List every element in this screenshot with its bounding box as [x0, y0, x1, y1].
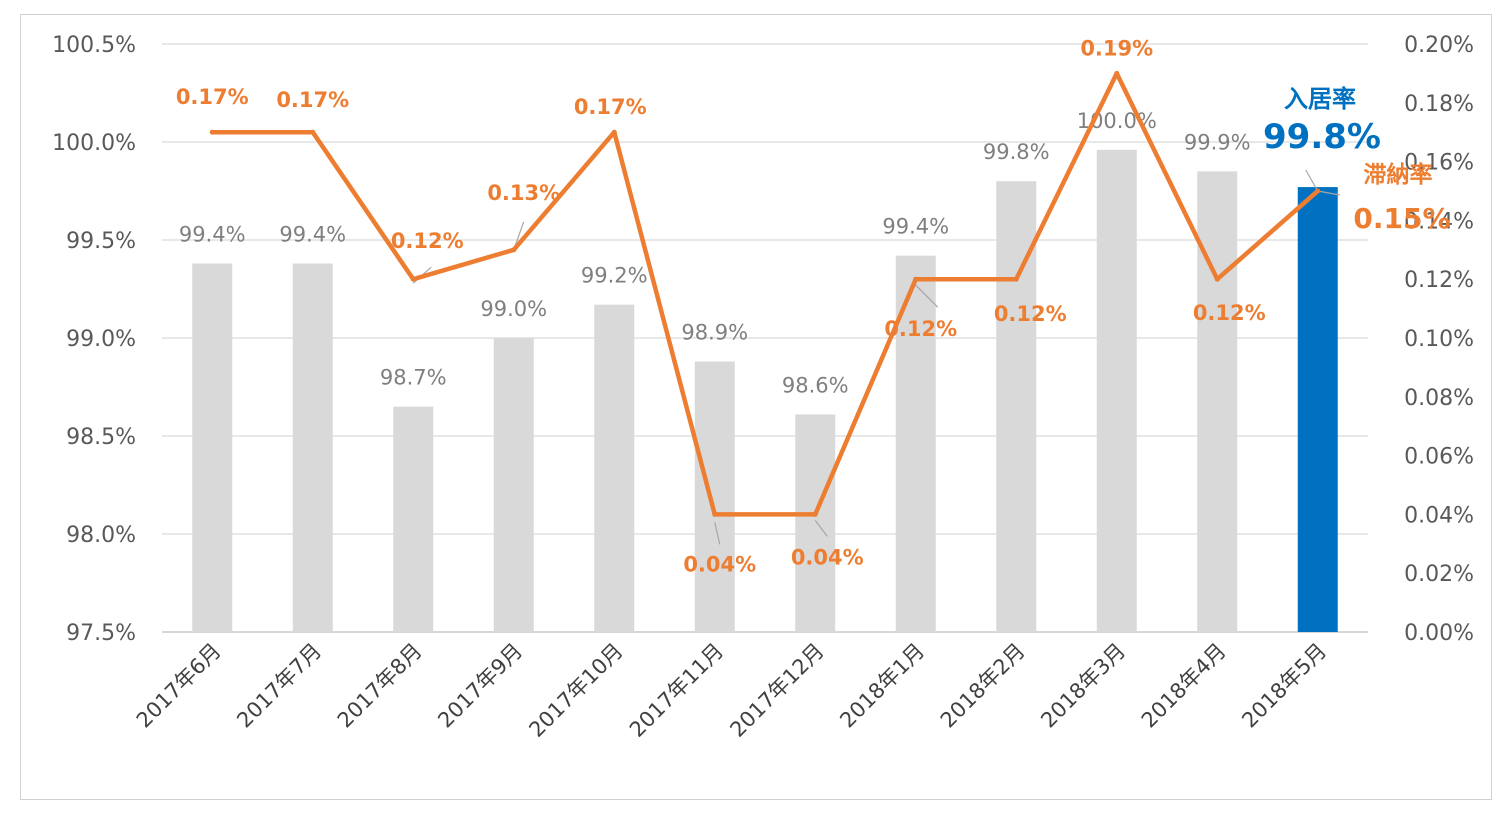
bar	[493, 338, 534, 632]
line-data-label: 0.17%	[176, 85, 249, 109]
line-data-label: 0.04%	[683, 552, 756, 576]
line-point	[410, 276, 416, 282]
bar-series	[192, 149, 1338, 632]
right-tick-label: 0.12%	[1404, 268, 1474, 293]
line-point	[913, 276, 919, 282]
right-tick-label: 0.14%	[1404, 209, 1474, 234]
category-label: 2017年8月	[333, 639, 427, 733]
gridlines	[162, 43, 1368, 633]
left-tick-label: 99.0%	[66, 327, 136, 352]
bar	[594, 304, 635, 632]
line-point	[1315, 188, 1321, 194]
bar-data-label: 98.9%	[681, 321, 748, 345]
occupancy-callout-title: 入居率	[1284, 85, 1356, 113]
right-tick-label: 0.20%	[1404, 33, 1474, 58]
line-data-labels: 0.17% 0.17% 0.12% 0.13% 0.17% 0.04% 0.04% 0.12%…	[176, 36, 1266, 576]
category-label: 2018年4月	[1137, 639, 1231, 733]
line-point	[310, 129, 316, 135]
line-data-label: 0.19%	[1080, 36, 1153, 60]
bar-data-label: 99.0%	[480, 297, 547, 321]
bar-data-label: 99.4%	[279, 223, 346, 247]
category-label: 2018年3月	[1036, 639, 1130, 733]
line-point	[1114, 70, 1120, 76]
left-tick-label: 100.0%	[52, 131, 136, 156]
category-label: 2018年2月	[936, 639, 1030, 733]
bar	[393, 406, 434, 632]
right-tick-label: 0.02%	[1404, 562, 1474, 587]
right-axis-ticks: 0.20% 0.18% 0.16% 0.14% 0.12% 0.10% 0.08% 0.06%…	[1404, 33, 1474, 646]
line-point	[611, 129, 617, 135]
delinquency-callout-value: 0.15%	[1353, 202, 1450, 235]
line-data-label: 0.12%	[884, 317, 957, 341]
bar	[895, 255, 936, 632]
left-axis-ticks: 100.5% 100.0% 99.5% 99.0% 98.5% 98.0% 97.5%	[52, 33, 136, 646]
category-label: 2017年12月	[725, 639, 828, 742]
line-data-label: 0.12%	[391, 229, 464, 253]
line-point	[1214, 276, 1220, 282]
bar-data-labels: 99.4% 99.4% 98.7% 99.0% 99.2% 98.9% 98.6% 99.4%…	[179, 109, 1251, 398]
bar	[292, 263, 333, 632]
category-label: 2018年1月	[835, 639, 929, 733]
line-data-label: 0.04%	[791, 545, 864, 569]
right-tick-label: 0.16%	[1404, 151, 1474, 176]
line-data-label: 0.13%	[487, 181, 560, 205]
bar-data-label: 99.4%	[179, 223, 246, 247]
left-tick-label: 98.0%	[66, 523, 136, 548]
line-data-label: 0.12%	[1193, 301, 1266, 325]
right-tick-label: 0.18%	[1404, 92, 1474, 117]
right-tick-label: 0.08%	[1404, 386, 1474, 411]
bar-data-label: 99.9%	[1184, 130, 1251, 154]
line-data-label: 0.12%	[994, 302, 1067, 326]
line-data-label: 0.17%	[574, 95, 647, 119]
line-data-label: 0.17%	[276, 88, 349, 112]
line-series	[209, 70, 1321, 517]
category-label: 2017年7月	[232, 639, 326, 733]
bar-data-label: 98.6%	[782, 373, 849, 397]
bar-data-label: 99.8%	[983, 140, 1050, 164]
category-label: 2017年11月	[625, 639, 728, 742]
right-tick-label: 0.04%	[1404, 503, 1474, 528]
right-tick-label: 0.10%	[1404, 327, 1474, 352]
leader-line	[915, 284, 939, 308]
callouts: 入居率 99.8% 滞納率 0.15%	[1263, 85, 1451, 235]
line-point	[209, 129, 215, 135]
category-labels: 2017年6月 2017年7月 2017年8月 2017年9月2017年10月2017…	[132, 639, 1331, 742]
bar	[1096, 149, 1137, 632]
right-tick-label: 0.00%	[1404, 621, 1474, 646]
occupancy-callout-value: 99.8%	[1263, 117, 1381, 157]
left-tick-label: 100.5%	[52, 33, 136, 58]
leader-line	[1305, 169, 1319, 192]
category-label: 2018年5月	[1237, 639, 1331, 733]
line-point	[511, 247, 517, 253]
line-point	[812, 511, 818, 517]
leader-line	[1317, 190, 1340, 196]
bar	[694, 361, 735, 632]
bar	[1197, 171, 1238, 632]
category-label: 2017年10月	[524, 639, 627, 742]
bar-data-label: 98.7%	[380, 366, 447, 390]
bar-data-label: 99.2%	[581, 264, 648, 288]
leader-line	[714, 522, 721, 545]
bar	[192, 263, 233, 632]
bar-data-label: 99.4%	[882, 215, 949, 239]
chart-frame	[20, 14, 1492, 800]
left-tick-label: 97.5%	[66, 621, 136, 646]
category-label: 2017年9月	[433, 639, 527, 733]
leader-line	[814, 520, 828, 537]
left-tick-label: 98.5%	[66, 425, 136, 450]
delinquency-callout-title: 滞納率	[1364, 161, 1433, 188]
right-tick-label: 0.06%	[1404, 445, 1474, 470]
bar	[795, 414, 836, 632]
line-point	[1013, 276, 1019, 282]
left-tick-label: 99.5%	[66, 229, 136, 254]
line-path	[210, 71, 1320, 517]
line-point	[712, 511, 718, 517]
bar	[1297, 187, 1338, 632]
category-label: 2017年6月	[132, 639, 226, 733]
